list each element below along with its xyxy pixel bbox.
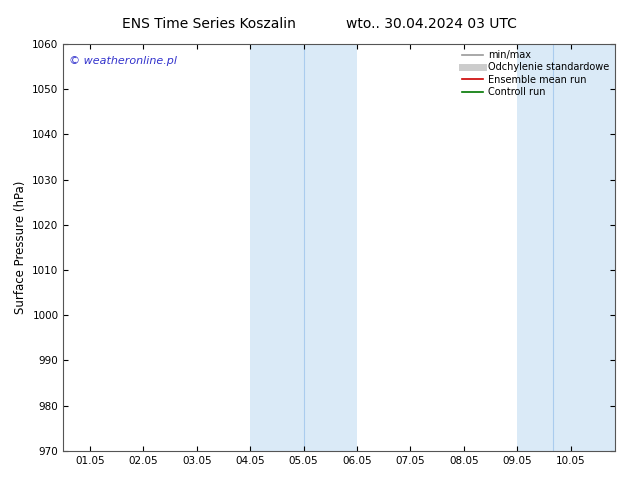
Text: ENS Time Series Koszalin: ENS Time Series Koszalin [122, 17, 296, 31]
Bar [517, 44, 615, 451]
Bar [250, 44, 357, 451]
Text: wto.. 30.04.2024 03 UTC: wto.. 30.04.2024 03 UTC [346, 17, 517, 31]
Y-axis label: Surface Pressure (hPa): Surface Pressure (hPa) [14, 181, 27, 314]
Text: © weatheronline.pl: © weatheronline.pl [69, 56, 177, 66]
Legend: min/max, Odchylenie standardowe, Ensemble mean run, Controll run: min/max, Odchylenie standardowe, Ensembl… [458, 46, 613, 101]
